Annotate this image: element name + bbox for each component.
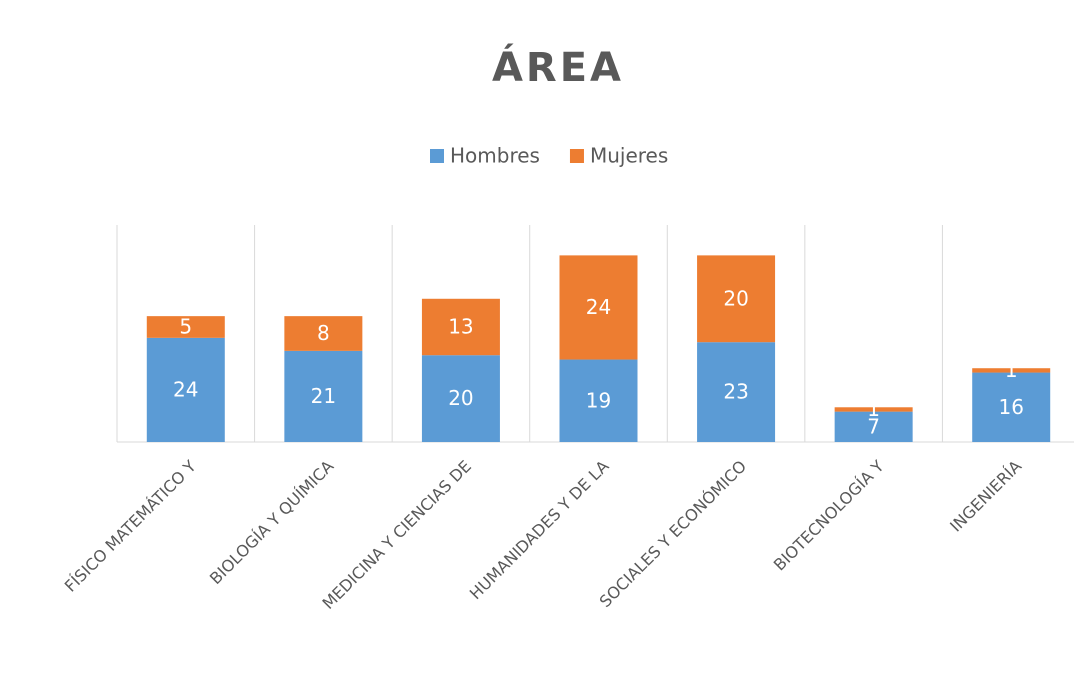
- x-tick-label: HUMANIDADES Y DE LA: [466, 457, 613, 604]
- x-tick-label: BIOLOGÍA Y QUÍMICA: [206, 457, 337, 588]
- x-tick-label: MEDICINA Y CIENCIAS DE: [319, 457, 475, 613]
- data-label: 1: [1005, 358, 1018, 382]
- x-tick-label: INGENIERÍA: [946, 457, 1025, 536]
- legend-label: Hombres: [450, 144, 540, 168]
- x-tick-label: SOCIALES Y ECONÓMICO: [596, 457, 750, 611]
- bar-segment: [972, 368, 1051, 373]
- data-label: 16: [998, 395, 1023, 419]
- data-label: 20: [723, 286, 748, 310]
- bar-segment: [834, 411, 913, 442]
- data-label: 21: [311, 384, 336, 408]
- data-label: 24: [173, 377, 198, 401]
- data-label: 19: [586, 388, 611, 412]
- data-label: 7: [867, 414, 880, 438]
- data-label: 24: [586, 295, 611, 319]
- bar-segment: [697, 255, 776, 343]
- bar-segment: [421, 355, 500, 442]
- bar-segment: [284, 350, 363, 442]
- chart-title: ÁREA: [492, 43, 624, 91]
- data-label: 1: [867, 397, 880, 421]
- bar-segment: [146, 337, 225, 442]
- data-label: 23: [723, 380, 748, 404]
- data-label: 20: [448, 386, 473, 410]
- bar-segment: [146, 316, 225, 338]
- x-tick-label: BIOTECNOLOGÍA Y: [770, 456, 888, 574]
- bar-segment: [559, 255, 638, 360]
- x-tick-label: FÍSICO MATEMÁTICO Y: [61, 456, 200, 595]
- legend-swatch: [430, 149, 444, 163]
- bar-segment: [421, 298, 500, 356]
- data-label: 8: [317, 321, 330, 345]
- data-label: 5: [179, 314, 192, 338]
- data-label: 13: [448, 314, 473, 338]
- bar-segment: [559, 359, 638, 442]
- bar-segment: [697, 342, 776, 442]
- legend-label: Mujeres: [590, 144, 668, 168]
- bar-segment: [284, 316, 363, 351]
- bar-segment: [834, 407, 913, 412]
- bar-segment: [972, 372, 1051, 442]
- legend-swatch: [569, 149, 584, 163]
